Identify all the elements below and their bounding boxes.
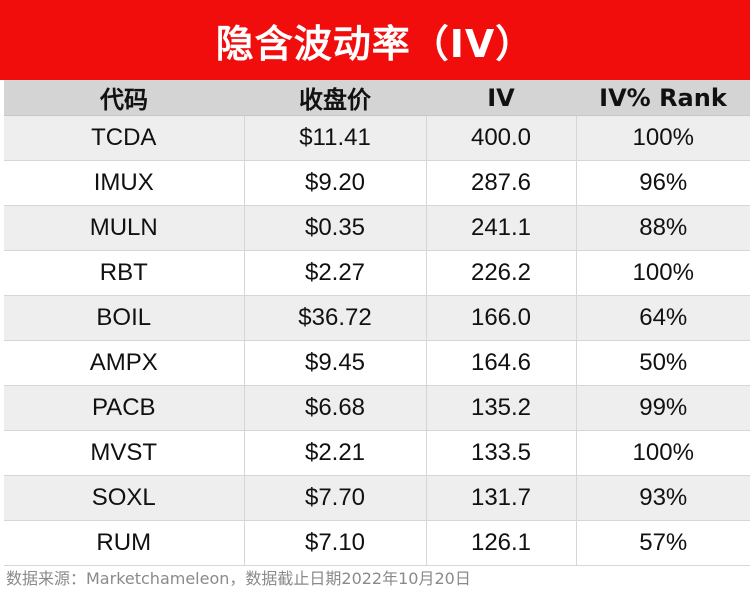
iv-rank-cell: 50% [576, 340, 750, 386]
ticker-cell: MULN [4, 205, 245, 251]
ticker-cell: RBT [4, 250, 245, 296]
close-price-cell: $2.27 [244, 250, 427, 296]
ticker-cell: IMUX [4, 160, 245, 206]
source-note: 数据来源：Marketchameleon，数据截止日期2022年10月20日 [6, 569, 471, 588]
iv-cell: 166.0 [426, 295, 577, 341]
iv-rank-cell: 93% [576, 475, 750, 521]
header-iv-rank: IV% Rank [576, 80, 750, 116]
left-margin [0, 80, 4, 560]
close-price-cell: $11.41 [244, 115, 427, 161]
iv-cell: 226.2 [426, 250, 577, 296]
table-row: RUM $7.10 126.1 57% [4, 520, 750, 566]
table-row: MVST $2.21 133.5 100% [4, 430, 750, 476]
ticker-cell: BOIL [4, 295, 245, 341]
iv-cell: 133.5 [426, 430, 577, 476]
close-price-cell: $6.68 [244, 385, 427, 431]
close-price-cell: $0.35 [244, 205, 427, 251]
iv-rank-cell: 100% [576, 115, 750, 161]
iv-rank-cell: 100% [576, 250, 750, 296]
iv-rank-cell: 99% [576, 385, 750, 431]
iv-table: 代码 收盘价 IV IV% Rank TCDA $11.41 400.0 100% IM… [4, 80, 750, 566]
page-title: 隐含波动率（IV） [215, 21, 535, 66]
header-close-price: 收盘价 [244, 80, 426, 116]
table-row: RBT $2.27 226.2 100% [4, 250, 750, 296]
header-iv: IV [426, 80, 576, 116]
table-row: BOIL $36.72 166.0 64% [4, 295, 750, 341]
ticker-cell: AMPX [4, 340, 245, 386]
ticker-cell: TCDA [4, 115, 245, 161]
ticker-cell: RUM [4, 520, 245, 566]
iv-rank-cell: 100% [576, 430, 750, 476]
ticker-cell: SOXL [4, 475, 245, 521]
iv-rank-cell: 64% [576, 295, 750, 341]
close-price-cell: $9.20 [244, 160, 427, 206]
header-ticker: 代码 [4, 80, 244, 116]
ticker-cell: MVST [4, 430, 245, 476]
iv-cell: 126.1 [426, 520, 577, 566]
iv-rank-cell: 57% [576, 520, 750, 566]
iv-cell: 287.6 [426, 160, 577, 206]
iv-cell: 131.7 [426, 475, 577, 521]
close-price-cell: $7.70 [244, 475, 427, 521]
iv-cell: 241.1 [426, 205, 577, 251]
table-row: AMPX $9.45 164.6 50% [4, 340, 750, 386]
table-row: MULN $0.35 241.1 88% [4, 205, 750, 251]
table-body: TCDA $11.41 400.0 100% IMUX $9.20 287.6 96% MULN… [4, 115, 750, 566]
iv-rank-cell: 88% [576, 205, 750, 251]
close-price-cell: $9.45 [244, 340, 427, 386]
close-price-cell: $2.21 [244, 430, 427, 476]
close-price-cell: $7.10 [244, 520, 427, 566]
iv-cell: 164.6 [426, 340, 577, 386]
iv-cell: 135.2 [426, 385, 577, 431]
table-row: PACB $6.68 135.2 99% [4, 385, 750, 431]
table-row: IMUX $9.20 287.6 96% [4, 160, 750, 206]
close-price-cell: $36.72 [244, 295, 427, 341]
iv-rank-cell: 96% [576, 160, 750, 206]
table-row: SOXL $7.70 131.7 93% [4, 475, 750, 521]
iv-cell: 400.0 [426, 115, 577, 161]
table-header-row: 代码 收盘价 IV IV% Rank [4, 80, 750, 116]
title-banner: 隐含波动率（IV） [0, 0, 750, 80]
ticker-cell: PACB [4, 385, 245, 431]
table-row: TCDA $11.41 400.0 100% [4, 115, 750, 161]
